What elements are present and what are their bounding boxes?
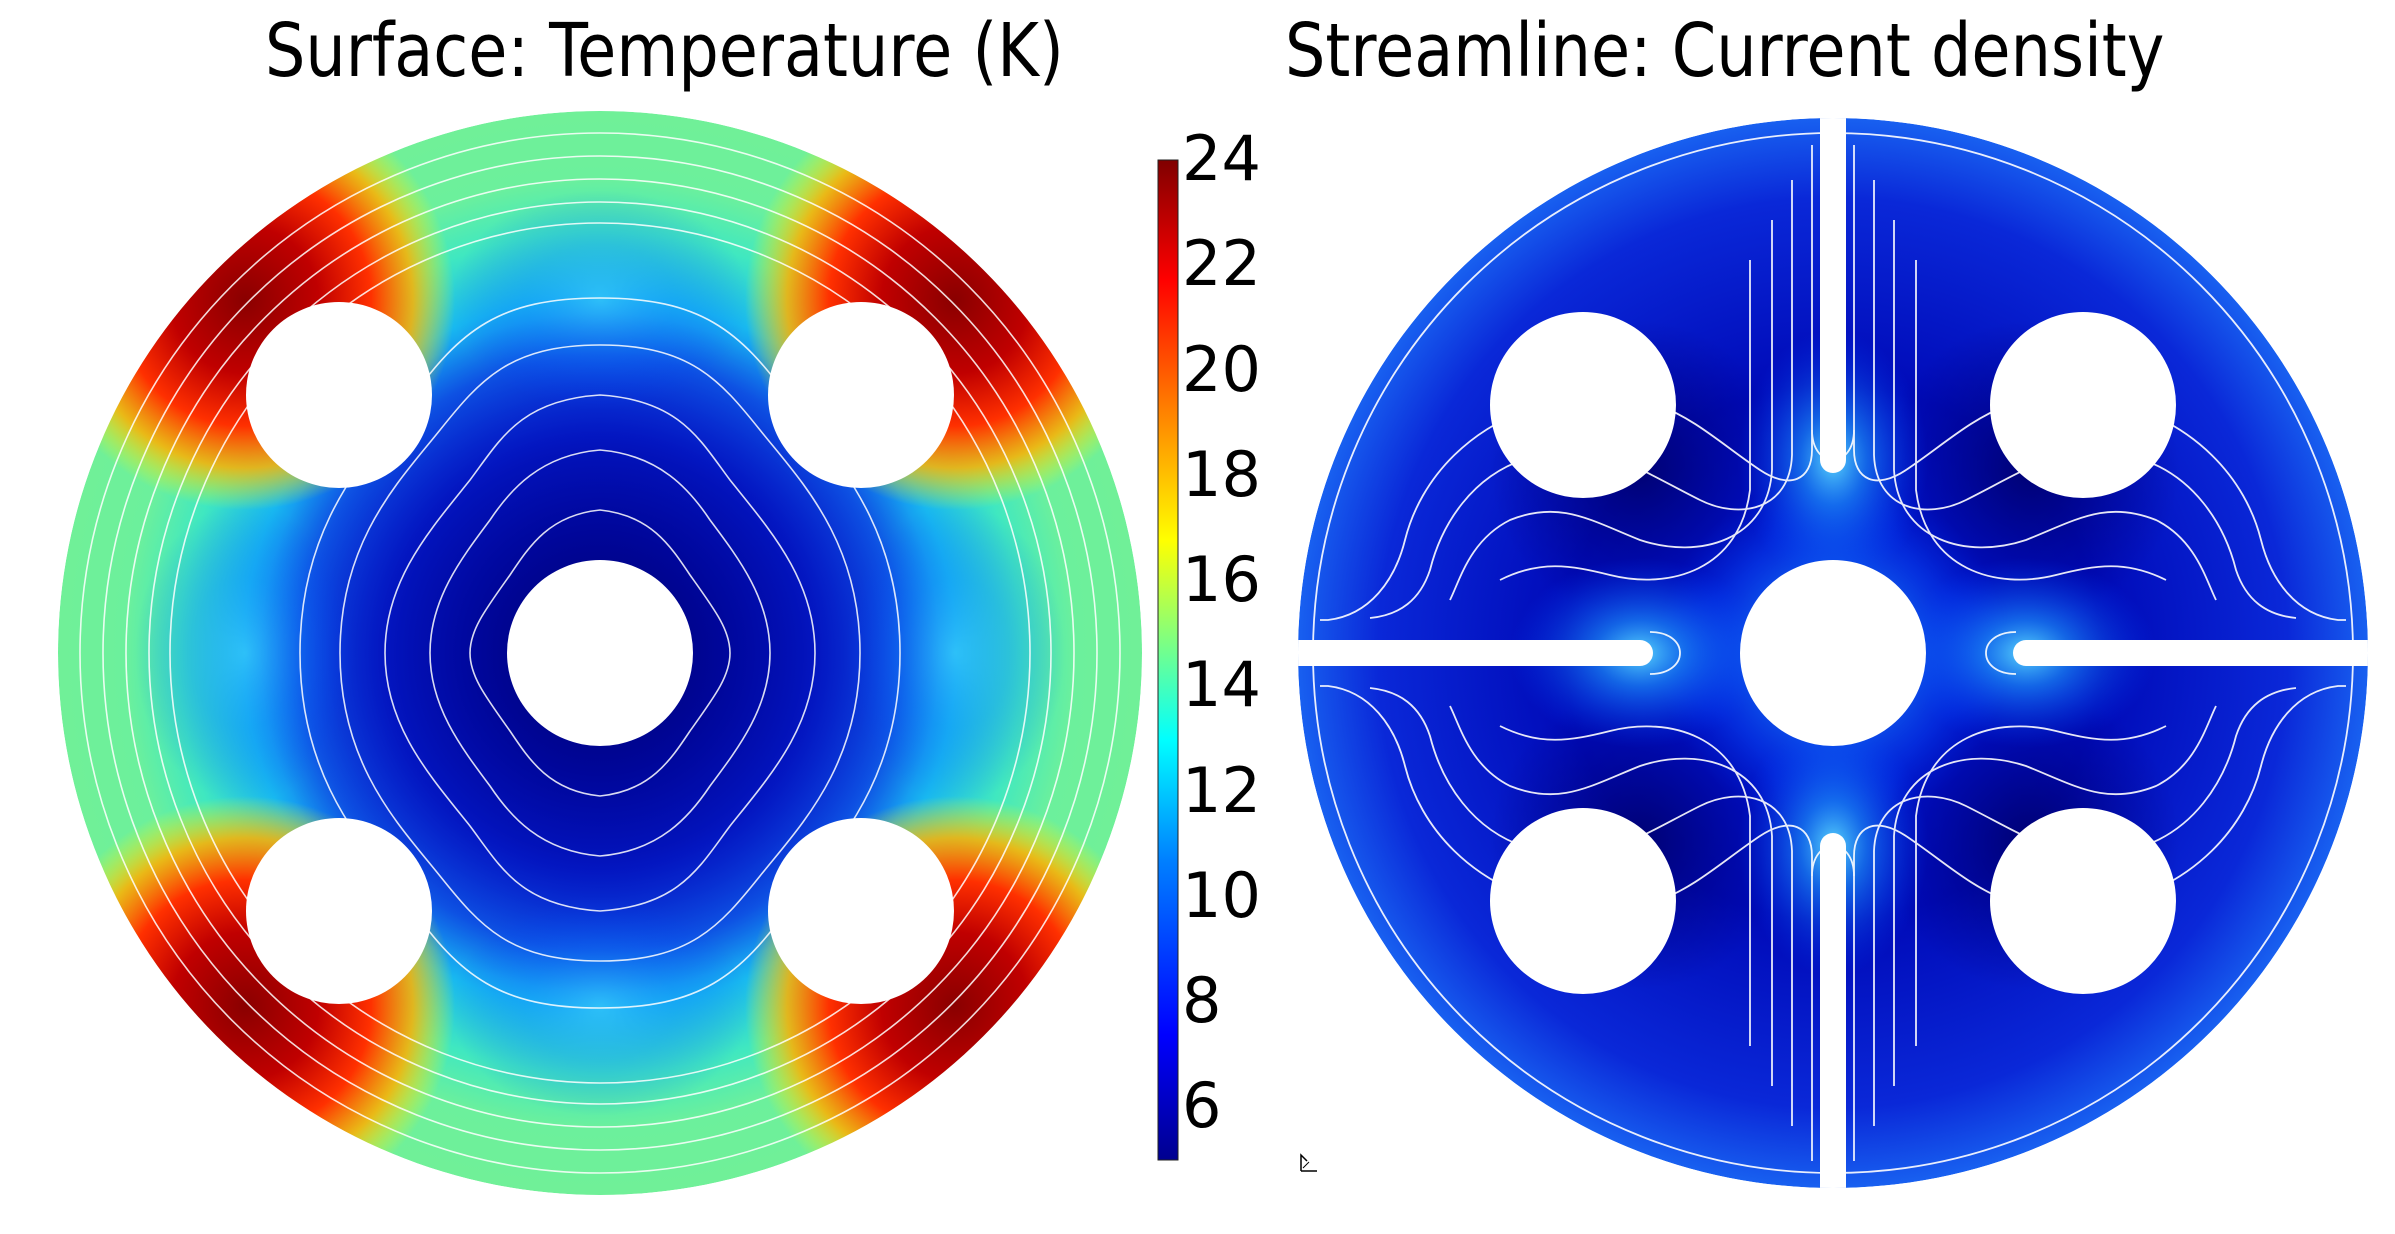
current-holes bbox=[1490, 312, 2176, 994]
slot-bottom-tip bbox=[1820, 833, 1846, 859]
slot-right-tip bbox=[2013, 640, 2039, 666]
hole-top-left bbox=[246, 302, 432, 488]
colorbar-tick-label: 20 bbox=[1182, 332, 1261, 406]
colorbar-tick-label: 24 bbox=[1182, 122, 1261, 195]
colorbar-tick-label: 12 bbox=[1182, 753, 1261, 827]
slot-left-tip bbox=[1627, 640, 1653, 666]
colorbar-tick-label: 10 bbox=[1182, 858, 1261, 932]
colorbar-tick-label: 16 bbox=[1182, 543, 1261, 617]
hole-top-right bbox=[768, 302, 954, 488]
colorbar-tick-label: 18 bbox=[1182, 437, 1261, 511]
hole-top-right bbox=[1990, 312, 2176, 498]
glow-left bbox=[135, 503, 355, 803]
slot-top-tip bbox=[1820, 447, 1846, 473]
glow-bottom bbox=[450, 896, 750, 1116]
center-hole bbox=[1740, 560, 1926, 746]
hole-bottom-left bbox=[246, 818, 432, 1004]
colorbar-tick-label: 6 bbox=[1182, 1069, 1222, 1143]
slot-left bbox=[1298, 640, 1640, 666]
temperature-plot-title: Surface: Temperature (K) bbox=[265, 8, 1064, 94]
slot-right bbox=[2026, 640, 2368, 666]
slot-bottom bbox=[1820, 846, 1846, 1188]
hole-bottom-right bbox=[1990, 808, 2176, 994]
center-hole bbox=[507, 560, 693, 746]
current-density-disk bbox=[1298, 118, 2368, 1188]
hole-bottom-right bbox=[768, 818, 954, 1004]
hole-top-left bbox=[1490, 312, 1676, 498]
temperature-holes bbox=[246, 302, 954, 1004]
current-density-plot-title: Streamline: Current density bbox=[1285, 8, 2165, 94]
axis-orientation-icon bbox=[1300, 1153, 1317, 1172]
colorbar-tick-label: 22 bbox=[1182, 227, 1261, 301]
colorbar-tick-label: 8 bbox=[1182, 964, 1222, 1038]
slot-top bbox=[1820, 118, 1846, 460]
temperature-colorbar bbox=[1157, 159, 1179, 1161]
temperature-disk bbox=[58, 111, 1142, 1195]
glow-right bbox=[845, 503, 1065, 803]
hole-bottom-left bbox=[1490, 808, 1676, 994]
glow-top bbox=[450, 190, 750, 410]
current-slots bbox=[1298, 118, 2368, 1188]
colorbar-tick-label: 14 bbox=[1182, 648, 1261, 722]
